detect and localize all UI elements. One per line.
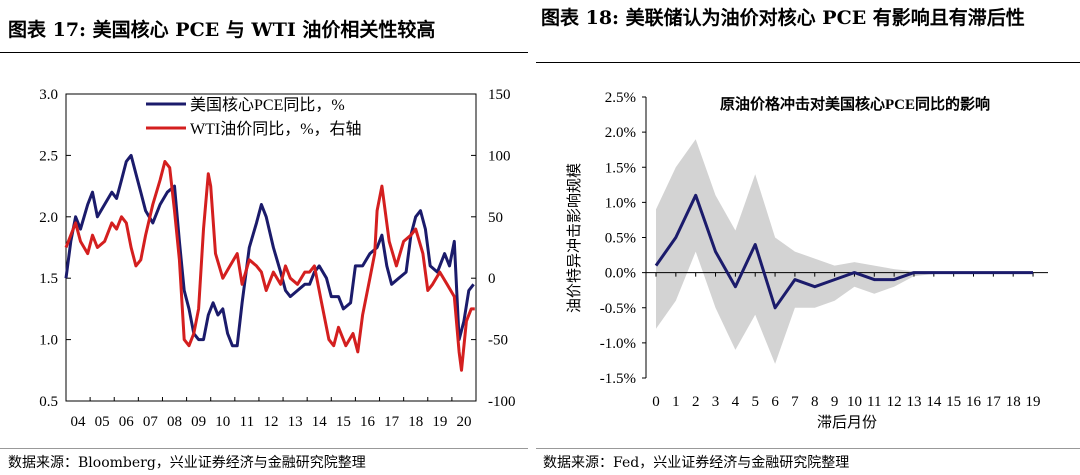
x-tick-label: 09 xyxy=(191,414,206,430)
x-tick-label: 11 xyxy=(867,394,881,410)
left-bottom-rule xyxy=(0,448,528,449)
x-tick-label: 7 xyxy=(791,394,799,410)
left-y-tick-label: 3.0 xyxy=(39,87,58,103)
y-tick-label: -0.5% xyxy=(600,301,636,317)
x-tick-label: 16 xyxy=(360,414,376,430)
pce-series-line xyxy=(64,153,475,348)
left-y-tick-label: 2.5 xyxy=(39,148,58,164)
right-y-tick-label: 150 xyxy=(488,87,511,103)
left-y-tick-label: 0.5 xyxy=(39,394,58,410)
x-tick-label: 20 xyxy=(456,414,471,430)
impulse-response-line xyxy=(654,193,1033,310)
right-bottom-rule xyxy=(536,448,1080,449)
x-tick-label: 19 xyxy=(432,414,447,430)
x-axis-label: 滞后月份 xyxy=(817,414,877,431)
right-y-tick-label: 50 xyxy=(488,210,503,226)
y-tick-label: 1.0% xyxy=(605,195,636,211)
x-tick-label: 18 xyxy=(408,414,423,430)
x-tick-label: 16 xyxy=(966,394,982,410)
x-tick-label: 10 xyxy=(847,394,862,410)
legend-label: WTI油价同比，%，右轴 xyxy=(190,120,362,138)
right-y-tick-label: -50 xyxy=(488,333,508,349)
y-tick-label: 2.0% xyxy=(605,125,636,141)
y-tick-label: 0.5% xyxy=(605,231,636,247)
right-y-tick-label: 0 xyxy=(488,271,496,287)
y-tick-label: -1.5% xyxy=(600,371,636,387)
x-tick-label: 3 xyxy=(712,394,720,410)
oil-shock-impulse-chart: -1.5% -1.0% -0.5% 0.0% 0.5% 1.0% 1.5% 2.0% 2.5% 0… xyxy=(566,90,1048,431)
legend-label: 美国核心PCE同比，% xyxy=(190,96,345,114)
x-tick-label: 17 xyxy=(986,394,1002,410)
x-tick-label: 15 xyxy=(946,394,961,410)
x-tick-label: 13 xyxy=(906,394,921,410)
wti-series-line xyxy=(64,160,475,372)
x-tick-label: 6 xyxy=(771,394,779,410)
pce-wti-line-chart: 0.5 1.0 1.5 2.0 2.5 3.0 -100 -50 0 50 100 150 04 05 06… xyxy=(39,87,516,430)
right-y-tick-label: -100 xyxy=(488,394,516,410)
x-tick-label: 12 xyxy=(264,414,279,430)
right-title-rule xyxy=(536,62,1080,63)
confidence-band xyxy=(656,139,1033,364)
x-tick-label: 18 xyxy=(1006,394,1021,410)
x-tick-label: 12 xyxy=(887,394,902,410)
x-tick-label: 10 xyxy=(215,414,230,430)
left-y-tick-label: 1.0 xyxy=(39,333,58,349)
x-tick-label: 15 xyxy=(336,414,351,430)
x-tick-label: 07 xyxy=(143,414,159,430)
x-tick-label: 2 xyxy=(692,394,700,410)
left-source-note: 数据来源：Bloomberg，兴业证券经济与金融研究院整理 xyxy=(8,455,366,471)
left-y-tick-label: 2.0 xyxy=(39,210,58,226)
y-tick-label: 2.5% xyxy=(605,90,636,106)
chart-title: 原油价格冲击对美国核心PCE同比的影响 xyxy=(720,95,990,113)
x-tick-label: 04 xyxy=(71,414,87,430)
x-tick-label: 08 xyxy=(167,414,182,430)
x-tick-label: 17 xyxy=(384,414,400,430)
right-source-note: 数据来源：Fed，兴业证券经济与金融研究院整理 xyxy=(543,455,850,471)
y-tick-label: 1.5% xyxy=(605,160,636,176)
left-title-rule xyxy=(0,52,528,53)
x-tick-label: 05 xyxy=(95,414,110,430)
x-tick-label: 1 xyxy=(672,394,680,410)
x-tick-label: 4 xyxy=(732,394,740,410)
x-tick-label: 14 xyxy=(312,414,328,430)
x-tick-label: 0 xyxy=(652,394,660,410)
x-tick-label: 19 xyxy=(1026,394,1041,410)
y-tick-label: -1.0% xyxy=(600,336,636,352)
x-tick-label: 8 xyxy=(811,394,819,410)
y-tick-label: 0.0% xyxy=(605,266,636,282)
right-y-tick-label: 100 xyxy=(488,148,511,164)
x-tick-label: 5 xyxy=(751,394,759,410)
left-y-tick-label: 1.5 xyxy=(39,271,58,287)
right-chart-title: 图表 18: 美联储认为油价对核心 PCE 有影响且有滞后性 xyxy=(541,7,1025,29)
x-tick-label: 14 xyxy=(926,394,942,410)
x-tick-label: 9 xyxy=(831,394,839,410)
x-tick-label: 13 xyxy=(288,414,303,430)
left-chart-title: 图表 17: 美国核心 PCE 与 WTI 油价相关性较高 xyxy=(8,19,436,41)
y-axis-label: 油价特异冲击影响规模 xyxy=(566,163,583,313)
x-tick-label: 06 xyxy=(119,414,135,430)
x-tick-label: 11 xyxy=(240,414,254,430)
